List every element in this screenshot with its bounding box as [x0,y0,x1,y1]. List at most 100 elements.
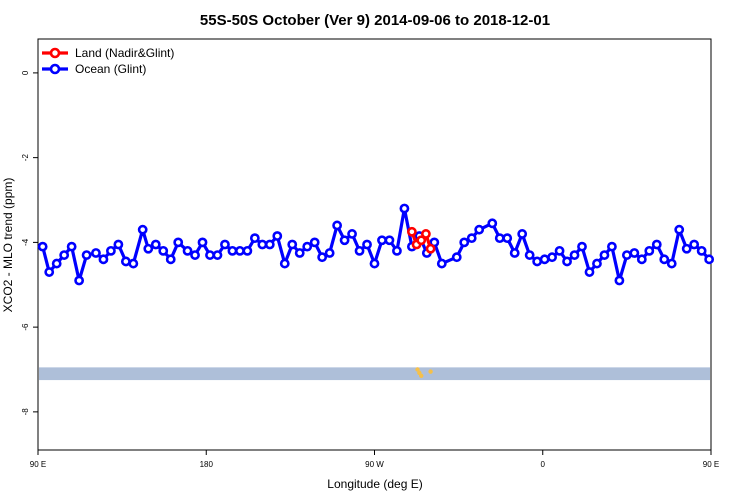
data-point [113,239,124,250]
data-point [614,275,625,286]
coverage-mark [419,373,424,379]
data-point [592,258,602,269]
x-axis-label: Longitude (deg E) [327,477,422,491]
data-point [599,250,610,260]
data-point [205,250,215,260]
data-point [74,275,85,286]
data-point [384,235,395,246]
data-point [212,250,223,260]
legend: Land (Nadir&Glint) Ocean (Glint) [42,46,174,76]
data-point [66,241,77,252]
data-point [392,245,402,256]
data-point [494,233,505,244]
data-point [143,243,154,254]
data-point [354,245,365,256]
data-point [474,224,485,235]
data-point [59,250,70,260]
data-point [249,233,260,244]
data-point [651,239,662,250]
data-point [294,248,305,258]
data-point [554,245,565,256]
data-point [425,243,436,254]
data-point [644,245,655,256]
chart-title: 55S-50S October (Ver 9) 2014-09-06 to 20… [200,12,550,29]
coverage-mark [415,367,420,372]
x-tick-label: 90 E [703,460,719,469]
data-point [399,203,410,214]
data-point [562,256,572,267]
data-point [569,250,580,260]
data-point [524,250,535,260]
data-point [459,237,470,248]
data-point [339,235,350,246]
data-point [421,229,431,239]
data-point [696,245,707,256]
legend-label: Ocean (Glint) [75,62,146,76]
data-point [347,229,357,239]
data-point [532,256,543,267]
y-tick-label: -4 [21,238,30,246]
data-point [173,237,184,248]
data-point [324,248,335,258]
data-point [264,239,275,250]
data-point [629,248,640,258]
y-tick-label: 0 [21,70,30,75]
data-point [509,248,520,258]
data-point [332,220,343,231]
coverage-mark [428,369,433,374]
y-tick-label: -6 [21,323,30,331]
data-point [158,245,169,256]
data-point [257,239,268,250]
data-point [106,245,116,256]
data-point [577,241,587,252]
data-point [317,252,328,263]
data-point [369,258,380,269]
y-axis-label: XCO2 - MLO trend (ppm) [1,178,15,313]
y-tick-label: -8 [21,408,30,416]
data-point [704,254,715,265]
data-point [81,250,92,260]
data-point [91,248,101,258]
data-point [621,250,632,260]
data-point [302,241,313,252]
data-point [120,256,131,267]
data-point [517,229,528,239]
legend-label: Land (Nadir&Glint) [75,46,174,60]
x-tick-label: 90 E [30,460,46,469]
data-point [137,224,148,235]
data-point [128,258,139,269]
data-point [220,239,230,250]
data-point [227,245,238,256]
coverage-band [39,367,710,381]
data-point [539,254,550,265]
data-point [279,258,290,269]
data-point [584,267,595,277]
data-point [287,239,298,250]
data-point [502,233,513,244]
y-tick-label: -2 [21,154,30,162]
data-point [377,235,387,246]
data-point [487,218,498,229]
data-point [659,254,670,265]
data-point [197,237,208,248]
data-point [234,245,245,256]
data-point [37,241,48,252]
data-point [689,239,700,250]
x-tick-label: 180 [200,460,214,469]
data-point [674,224,685,235]
data-point [190,250,200,260]
data-point [165,254,176,265]
data-point [451,252,462,263]
data-point [406,226,417,237]
data-point [416,235,427,246]
data-point [666,258,677,269]
data-point [681,243,692,254]
data-point [150,239,161,250]
data-point [182,245,193,256]
legend-marker [49,47,61,59]
data-point [98,254,109,265]
data-point [272,231,283,241]
data-point [44,267,55,277]
plot-area: 90 E 180 90 W 0 90 E 0 -2 -4 -6 -8 [21,38,719,469]
